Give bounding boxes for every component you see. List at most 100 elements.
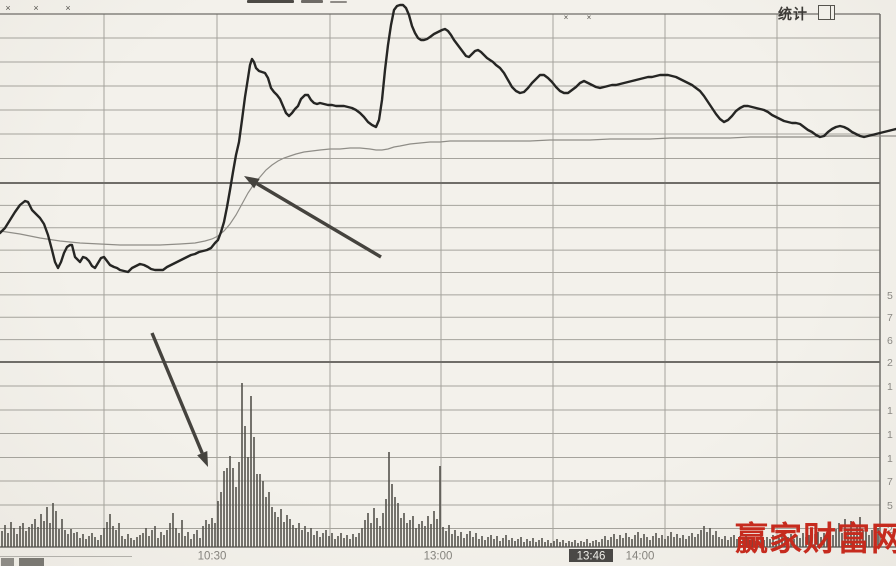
- volume-bar: [805, 537, 807, 547]
- volume-bar: [751, 537, 753, 547]
- volume-bar: [127, 534, 129, 547]
- volume-bar: [709, 528, 711, 547]
- annotation-arrowhead: [197, 451, 208, 467]
- volume-bar: [589, 543, 591, 547]
- volume-bar: [655, 533, 657, 547]
- volume-bar: [772, 535, 774, 547]
- volume-bar: [811, 538, 813, 547]
- volume-bar: [616, 539, 618, 547]
- volume-bar: [862, 530, 864, 547]
- volume-bar: [139, 535, 141, 547]
- volume-bar: [172, 513, 174, 547]
- bottom-tab[interactable]: [1, 558, 14, 566]
- volume-bar: [478, 539, 480, 547]
- volume-bar: [388, 452, 390, 547]
- volume-bar: [532, 538, 534, 547]
- volume-bar: [232, 468, 234, 547]
- volume-bar: [865, 525, 867, 547]
- volume-bar: [118, 523, 120, 547]
- volume-bar: [481, 536, 483, 547]
- volume-bar: [265, 497, 267, 547]
- right-scale-digit: 7: [887, 476, 893, 488]
- volume-bar: [208, 524, 210, 547]
- volume-bar: [613, 534, 615, 547]
- volume-bar: [52, 503, 54, 547]
- volume-bar: [223, 471, 225, 547]
- volume-bar: [514, 541, 516, 547]
- volume-bar: [85, 539, 87, 547]
- volume-bar: [325, 530, 327, 547]
- volume-bar: [496, 536, 498, 547]
- volume-bar: [853, 532, 855, 547]
- volume-bar: [25, 531, 27, 547]
- volume-bar: [46, 507, 48, 547]
- volume-bar: [148, 536, 150, 547]
- volume-bar: [427, 516, 429, 547]
- volume-bar: [733, 535, 735, 547]
- volume-bar: [826, 536, 828, 547]
- volume-bar: [10, 522, 12, 547]
- volume-bar: [31, 524, 33, 547]
- right-scale-digit: 7: [887, 312, 893, 324]
- volume-bar: [229, 456, 231, 547]
- volume-bar: [517, 539, 519, 547]
- cropped-title-fragment: [301, 0, 323, 3]
- volume-bar: [97, 540, 99, 547]
- x-mark-icon: ×: [587, 13, 592, 22]
- volume-bar: [247, 457, 249, 547]
- volume-bar: [328, 536, 330, 547]
- volume-bar: [334, 539, 336, 547]
- volume-bar: [580, 541, 582, 547]
- volume-bar: [640, 538, 642, 547]
- volume-bar: [793, 539, 795, 547]
- volume-bar: [112, 526, 114, 547]
- volume-bar: [22, 523, 24, 547]
- volume-bar: [124, 539, 126, 547]
- volume-bar: [439, 466, 441, 547]
- annotation-arrowhead: [244, 176, 260, 189]
- volume-bar: [145, 528, 147, 547]
- volume-bar: [475, 533, 477, 547]
- volume-bar: [424, 526, 426, 547]
- average-price-line: [0, 135, 896, 246]
- volume-bar: [211, 518, 213, 547]
- volume-bar: [661, 535, 663, 547]
- volume-bar: [724, 536, 726, 547]
- bottom-tab[interactable]: [19, 558, 44, 566]
- volume-bar: [721, 539, 723, 547]
- volume-bar: [37, 527, 39, 547]
- volume-bar: [574, 540, 576, 547]
- volume-bar: [142, 533, 144, 547]
- volume-bar: [487, 537, 489, 547]
- volume-bar: [559, 542, 561, 547]
- volume-bar: [94, 537, 96, 547]
- watermark-yingjia-caifuwang: 赢家财富网: [735, 519, 896, 558]
- volume-bar: [586, 539, 588, 547]
- volume-bar: [181, 520, 183, 547]
- volume-bar: [454, 530, 456, 547]
- volume-bar: [466, 534, 468, 547]
- volume-bar: [214, 523, 216, 547]
- split-square-icon[interactable]: [818, 5, 835, 20]
- volume-bar: [847, 529, 849, 547]
- volume-bar: [250, 396, 252, 547]
- volume-bar: [103, 528, 105, 547]
- volume-bar: [742, 538, 744, 547]
- statistics-tab[interactable]: 统计: [778, 6, 808, 22]
- price-line: [0, 3, 896, 274]
- volume-bar: [256, 474, 258, 547]
- volume-bar: [799, 538, 801, 547]
- volume-bar: [583, 542, 585, 547]
- volume-bar: [274, 512, 276, 547]
- volume-bar: [571, 542, 573, 547]
- time-axis-label: 13:00: [424, 551, 453, 563]
- volume-bar: [682, 535, 684, 547]
- volume-bar: [187, 532, 189, 547]
- volume-bar: [343, 538, 345, 547]
- volume-bar: [877, 528, 879, 547]
- volume-bar: [736, 539, 738, 547]
- volume-bar: [850, 521, 852, 547]
- volume-bar: [376, 518, 378, 547]
- bottom-strip-divider: [0, 556, 132, 557]
